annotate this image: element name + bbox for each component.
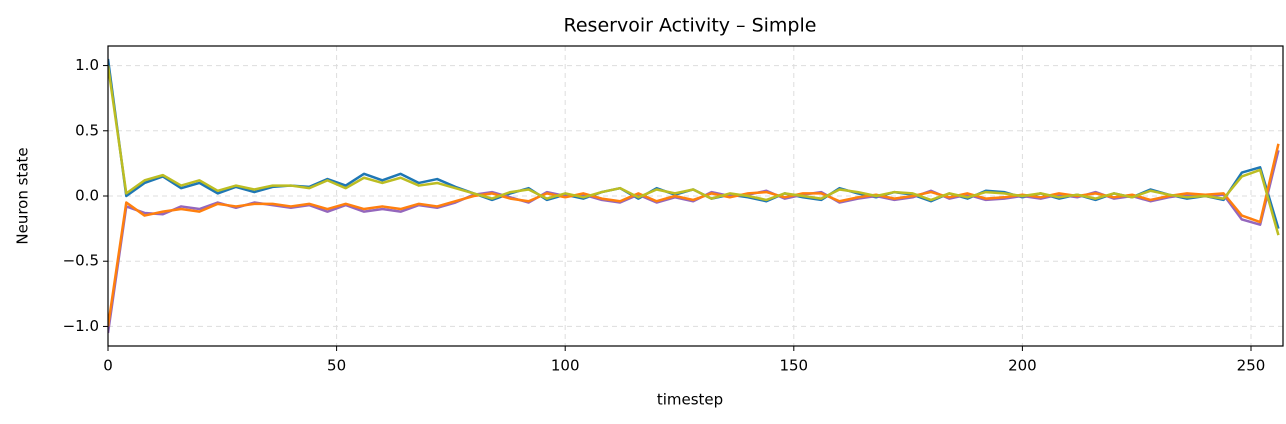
plot-frame: [107, 45, 1284, 347]
series-line: [108, 143, 1280, 327]
x-tick-label: 0: [103, 357, 113, 375]
x-tick-label: 150: [779, 357, 808, 375]
chart-title: Reservoir Activity – Simple: [564, 15, 817, 37]
x-tick-label: 250: [1237, 357, 1266, 375]
x-tick-label: 200: [1008, 357, 1037, 375]
series-line: [108, 150, 1280, 334]
x-tick-label: 100: [551, 357, 580, 375]
y-tick-label: 1.0: [75, 56, 99, 74]
y-tick-label: −1.0: [63, 317, 99, 335]
y-tick-label: −0.5: [63, 252, 99, 270]
series-line: [108, 58, 1280, 229]
y-tick-label: 0.0: [75, 187, 99, 205]
y-axis-label: Neuron state: [14, 147, 32, 244]
y-tick-label: 0.5: [75, 121, 99, 139]
x-tick-label: 50: [327, 357, 346, 375]
x-axis-label: timestep: [657, 391, 723, 409]
series-line: [108, 65, 1280, 236]
